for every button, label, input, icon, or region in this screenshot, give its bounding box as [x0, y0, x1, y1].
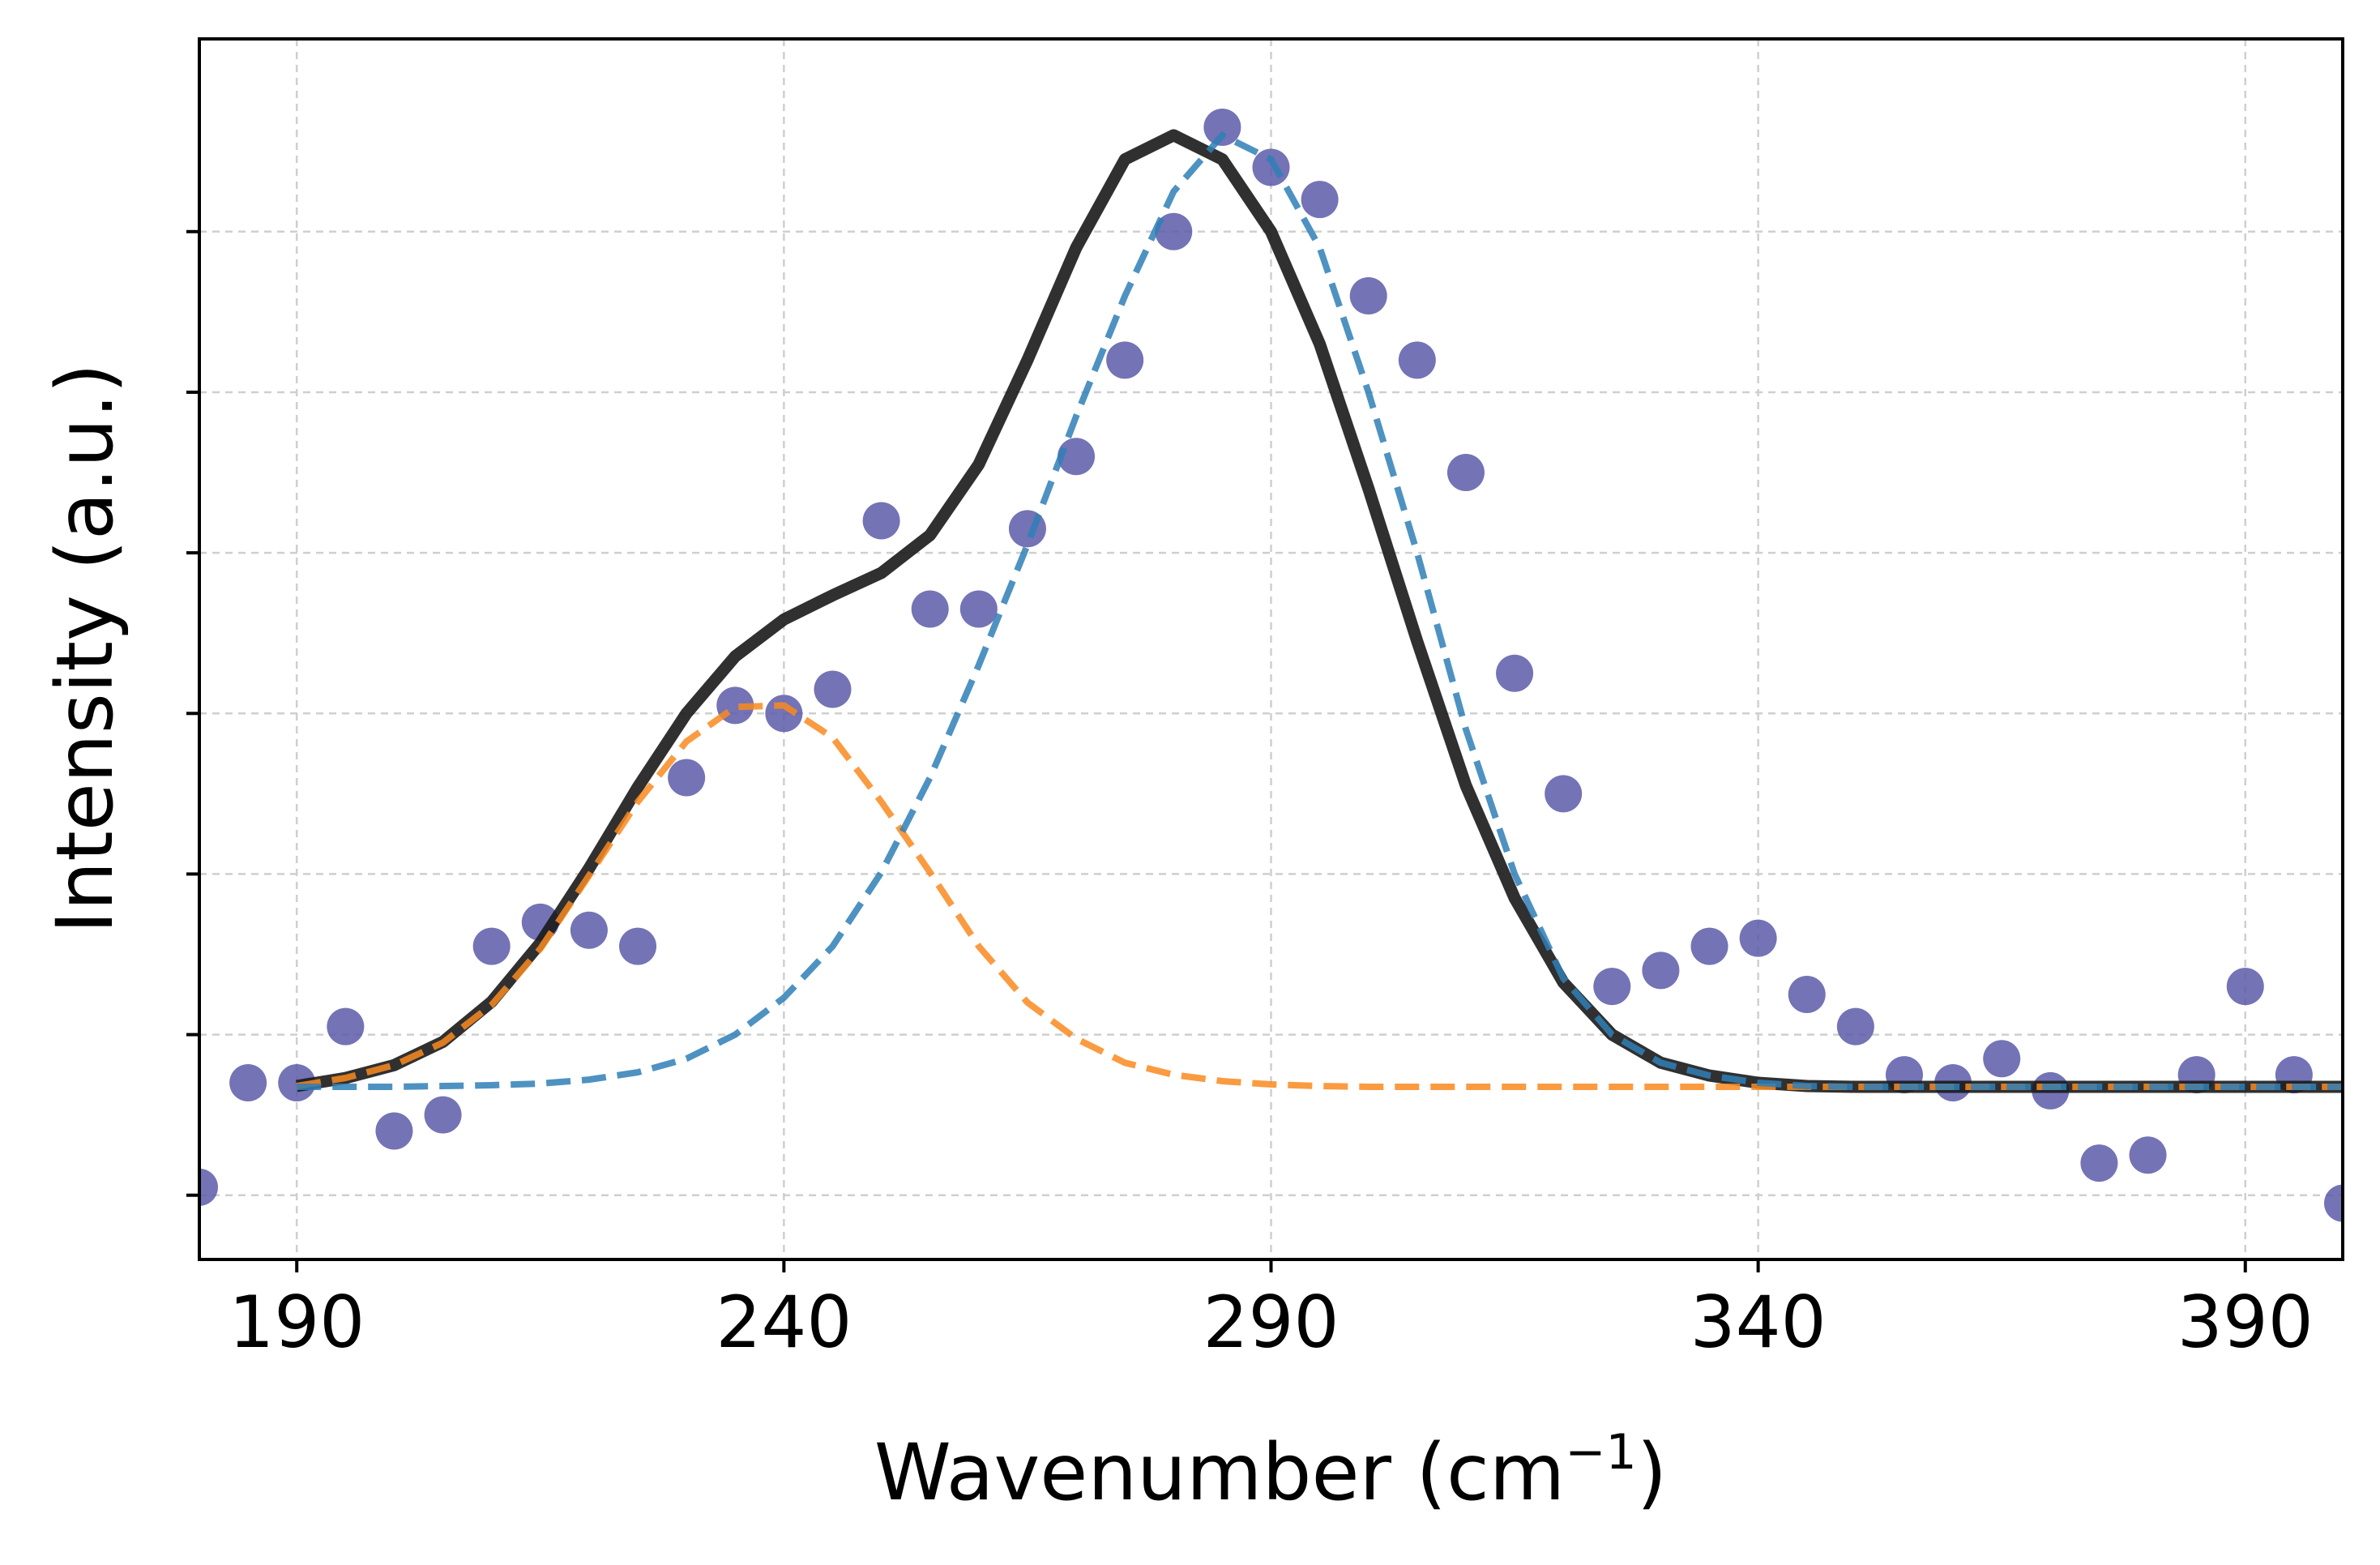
- grid: [199, 39, 2343, 1259]
- data-point: [1690, 927, 1728, 965]
- x-tick-label: 390: [2177, 1281, 2314, 1364]
- x-axis-label: Wavenumber (cm−1): [874, 1424, 1667, 1518]
- data-point: [1642, 951, 1680, 990]
- data-point: [619, 927, 657, 965]
- x-axis-ticks: 190 240 290 340 390: [229, 1259, 2314, 1364]
- data-point: [424, 1096, 462, 1134]
- data-point: [2324, 1184, 2343, 1222]
- data-point: [327, 1007, 365, 1045]
- data-point: [1836, 1007, 1874, 1045]
- x-tick-label: 340: [1690, 1281, 1827, 1364]
- data-point: [765, 695, 803, 733]
- data-point: [862, 502, 900, 540]
- data-point: [472, 927, 511, 965]
- data-point: [1398, 341, 1436, 379]
- data-point: [1788, 976, 1826, 1014]
- y-axis-label: Intensity (a.u.): [40, 363, 130, 934]
- x-tick-label: 190: [229, 1281, 365, 1364]
- data-point: [2080, 1144, 2118, 1182]
- data-point: [1593, 968, 1631, 1006]
- data-point: [1446, 454, 1485, 492]
- data-point: [1301, 181, 1339, 219]
- component-2-line: [296, 702, 2343, 1090]
- data-point: [911, 590, 949, 628]
- x-tick-label: 240: [716, 1281, 852, 1364]
- data-point: [814, 670, 852, 708]
- data-point: [1058, 438, 1096, 476]
- series-layer: [199, 108, 2380, 1222]
- data-point: [1983, 1040, 2021, 1078]
- data-point: [1252, 148, 1290, 186]
- data-point: [1496, 654, 1534, 692]
- data-point: [1349, 277, 1387, 315]
- data-point: [2129, 1136, 2167, 1174]
- data-point: [229, 1064, 267, 1102]
- data-point: [1203, 108, 1241, 146]
- data-point: [199, 1168, 218, 1206]
- data-point: [2226, 968, 2264, 1006]
- data-point: [1106, 341, 1144, 379]
- data-point: [570, 911, 608, 949]
- data-point: [2373, 1112, 2380, 1149]
- data-point: [1545, 775, 1583, 813]
- y-axis-ticks: [186, 229, 199, 1197]
- component-1-line: [297, 130, 2343, 1090]
- data-point: [375, 1112, 413, 1150]
- x-tick-label: 290: [1203, 1281, 1340, 1364]
- data-point: [959, 590, 998, 628]
- data-point: [1739, 919, 1777, 957]
- data-point: [1155, 212, 1193, 250]
- data-point: [668, 759, 706, 797]
- total-fit-line: [295, 129, 2343, 1093]
